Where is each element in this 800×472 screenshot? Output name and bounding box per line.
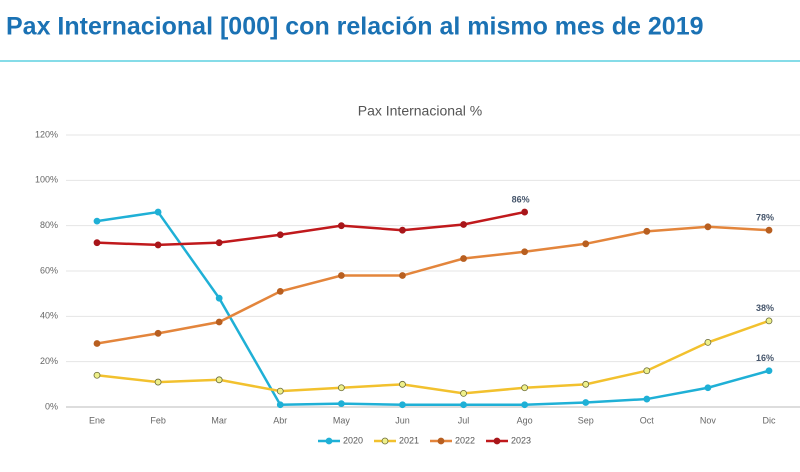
y-tick-label: 40% xyxy=(40,311,58,321)
legend-label: 2020 xyxy=(343,435,363,445)
point xyxy=(93,239,101,247)
value-label: 78% xyxy=(756,213,774,223)
point xyxy=(337,222,345,230)
y-tick-label: 100% xyxy=(35,175,58,185)
x-tick-label: Oct xyxy=(640,415,655,425)
point xyxy=(521,401,529,409)
legend-marker xyxy=(437,437,445,445)
point xyxy=(399,272,406,279)
point xyxy=(154,378,162,386)
point xyxy=(215,294,223,302)
point xyxy=(399,401,406,409)
series-line xyxy=(96,319,770,395)
point xyxy=(460,401,467,409)
point xyxy=(460,389,467,397)
value-label: 16% xyxy=(756,353,774,363)
point xyxy=(704,223,712,231)
x-tick-label: May xyxy=(333,415,351,425)
series-line xyxy=(96,225,770,345)
x-tick-label: Ene xyxy=(89,415,105,425)
point xyxy=(521,208,529,216)
series-line xyxy=(96,210,525,247)
point xyxy=(643,367,651,375)
x-tick-label: Jul xyxy=(458,415,470,425)
point xyxy=(337,384,345,392)
legend-marker xyxy=(493,437,501,445)
x-tick-label: Nov xyxy=(700,415,717,425)
point xyxy=(765,367,773,375)
y-tick-label: 120% xyxy=(35,129,58,139)
legend-label: 2021 xyxy=(399,435,419,445)
point xyxy=(704,338,712,346)
y-tick-label: 80% xyxy=(40,220,58,230)
x-tick-label: Abr xyxy=(273,415,287,425)
chart-title: Pax Internacional % xyxy=(358,103,483,119)
y-tick-label: 20% xyxy=(40,356,58,366)
point xyxy=(215,239,223,247)
point xyxy=(582,399,590,406)
point xyxy=(337,400,345,408)
legend-label: 2022 xyxy=(455,435,475,445)
point xyxy=(276,401,284,409)
point xyxy=(215,318,223,326)
point xyxy=(460,255,467,262)
point xyxy=(276,287,284,295)
point xyxy=(276,231,284,239)
point xyxy=(93,371,101,379)
header-title: Pax Internacional [000] con relación al … xyxy=(6,13,704,41)
y-tick-label: 0% xyxy=(45,401,58,411)
legend-marker xyxy=(325,437,333,445)
value-label: 86% xyxy=(512,194,530,204)
point xyxy=(93,217,101,225)
point xyxy=(643,395,651,403)
x-tick-label: Sep xyxy=(578,415,594,425)
point xyxy=(93,340,101,347)
point xyxy=(521,248,529,256)
point xyxy=(582,380,590,388)
value-label: 38% xyxy=(756,303,774,313)
point xyxy=(582,240,590,248)
legend-marker xyxy=(381,437,389,445)
point xyxy=(154,208,162,216)
y-tick-label: 60% xyxy=(40,265,58,275)
point xyxy=(765,226,773,234)
point xyxy=(337,272,345,279)
x-tick-label: Dic xyxy=(763,415,776,425)
point xyxy=(765,317,773,325)
point xyxy=(521,384,529,392)
x-tick-label: Feb xyxy=(150,415,166,425)
point xyxy=(276,387,284,395)
x-tick-label: Ago xyxy=(517,415,533,425)
point xyxy=(460,221,467,228)
legend-label: 2023 xyxy=(511,435,531,445)
point xyxy=(704,384,712,392)
point xyxy=(154,329,162,337)
point xyxy=(643,227,651,235)
point xyxy=(154,241,162,249)
point xyxy=(399,226,406,234)
x-tick-label: Jun xyxy=(395,415,410,425)
point xyxy=(215,376,223,384)
series-line xyxy=(96,210,770,406)
point xyxy=(399,380,406,388)
x-tick-label: Mar xyxy=(211,415,227,425)
